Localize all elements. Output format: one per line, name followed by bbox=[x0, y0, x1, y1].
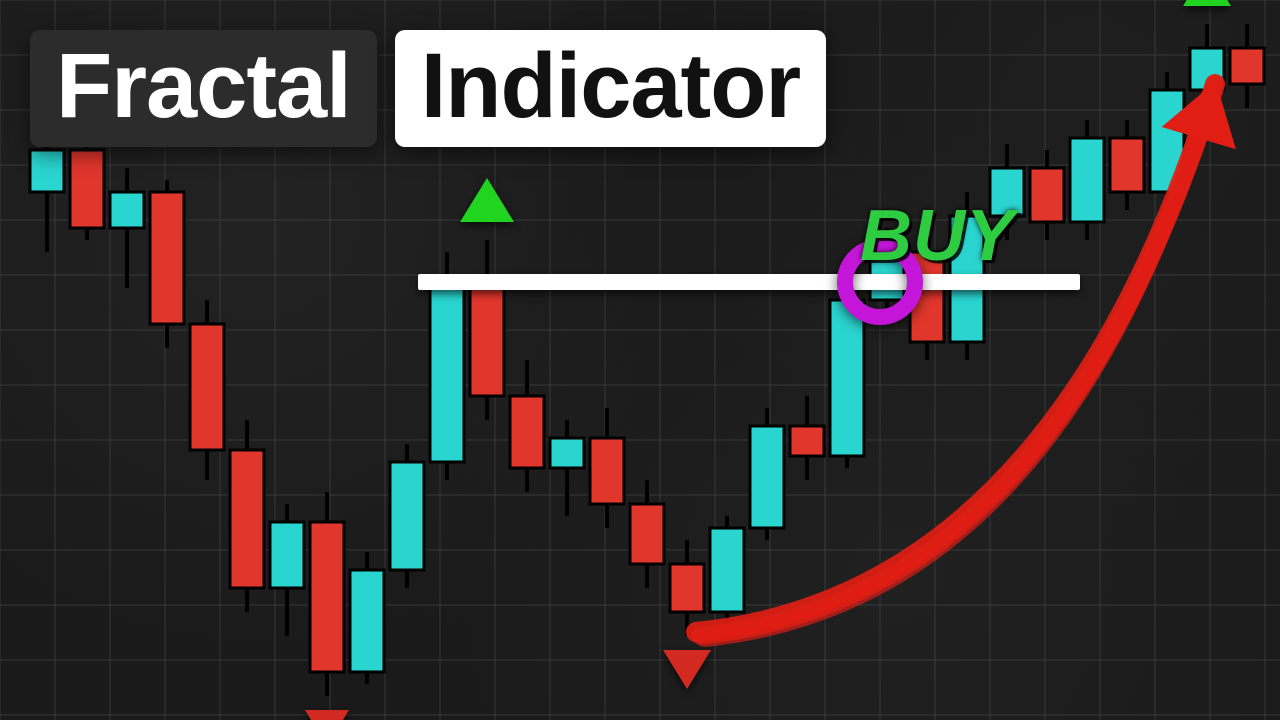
chart-canvas: BUY Fractal Indicator bbox=[0, 0, 1280, 720]
title-word-2: Indicator bbox=[395, 30, 826, 147]
fractal-down-icon bbox=[305, 710, 349, 720]
title-word-1: Fractal bbox=[30, 30, 377, 147]
buy-label: BUY bbox=[860, 195, 1015, 277]
fractal-up-icon bbox=[1183, 0, 1231, 6]
title: Fractal Indicator bbox=[30, 30, 826, 147]
fractal-down-icon bbox=[663, 650, 711, 689]
fractal-up-icon bbox=[460, 178, 514, 222]
